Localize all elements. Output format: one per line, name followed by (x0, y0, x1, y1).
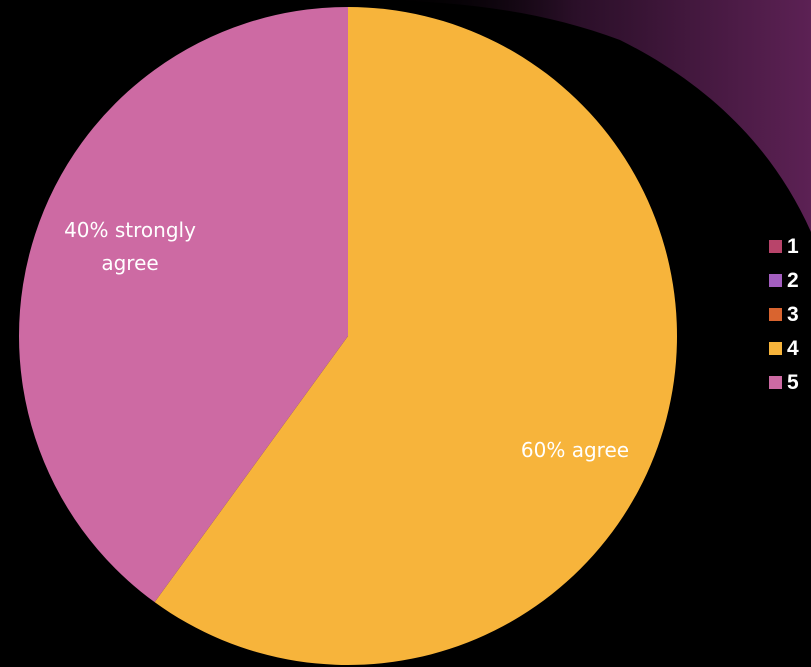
pie-slices (19, 7, 678, 665)
legend-item-3: 3 (769, 297, 811, 331)
legend-item-2: 2 (769, 263, 811, 297)
legend-label: 4 (787, 336, 799, 360)
pie-data-labels: 60% agree 40% strongly agree (64, 218, 629, 462)
legend-swatch (769, 273, 782, 287)
legend-item-5: 5 (769, 365, 811, 399)
chart-legend: 1 2 3 4 5 (769, 229, 811, 399)
pie-slice-4 (154, 7, 678, 665)
legend-item-1: 1 (769, 229, 811, 263)
legend-swatch (769, 307, 782, 321)
legend-label: 1 (787, 234, 799, 258)
pie-data-label-5: 40% strongly agree (64, 218, 196, 275)
legend-label: 2 (787, 268, 799, 292)
legend-swatch (769, 239, 782, 253)
legend-label: 3 (787, 302, 799, 326)
legend-label: 5 (787, 370, 799, 394)
legend-item-4: 4 (769, 331, 811, 365)
legend-swatch (769, 375, 782, 389)
pie-data-label-4: 60% agree (521, 438, 629, 462)
pie-slice-5 (19, 7, 348, 603)
legend-swatch (769, 341, 782, 355)
